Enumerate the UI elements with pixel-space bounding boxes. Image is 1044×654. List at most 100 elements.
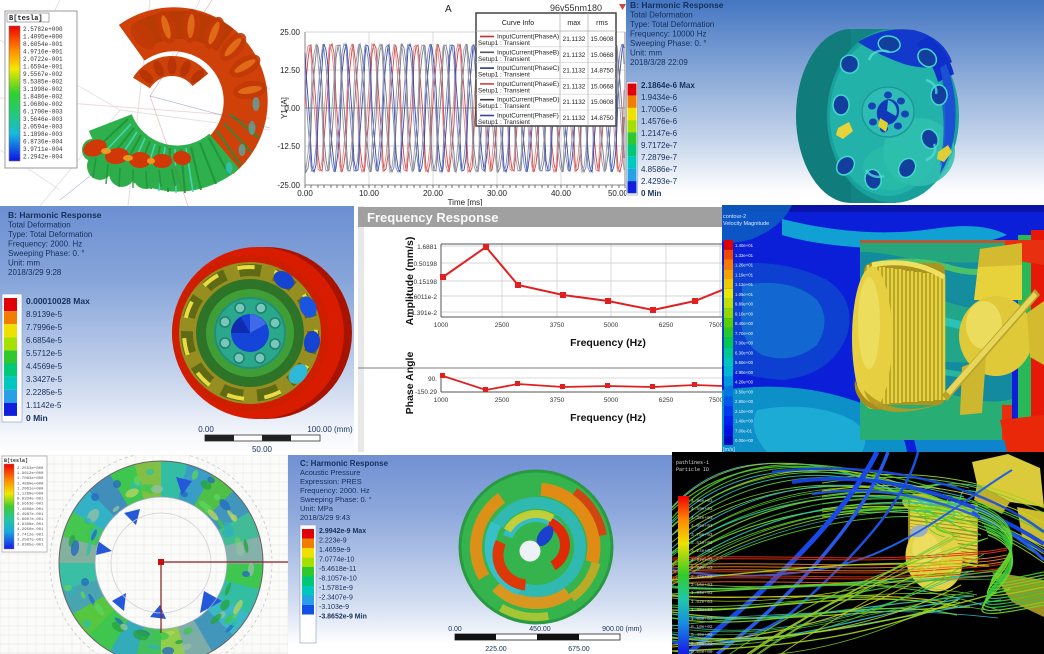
svg-text:8.5653e-001: 8.5653e-001 [17,503,44,507]
svg-text:90.: 90. [428,376,437,383]
svg-text:Frequency Response: Frequency Response [367,210,499,225]
svg-text:2.5782e+000: 2.5782e+000 [23,26,63,33]
svg-text:12.50: 12.50 [280,66,301,75]
svg-text:6250: 6250 [659,397,674,404]
svg-text:Total Deformation: Total Deformation [630,11,693,20]
svg-text:6.6854e-5: 6.6854e-5 [26,336,63,345]
svg-text:0.00: 0.00 [448,626,462,633]
svg-text:20.00: 20.00 [423,189,444,198]
svg-text:1.62e+03: 1.62e+03 [691,599,713,605]
svg-text:1.12e+01: 1.12e+01 [735,282,754,287]
svg-text:3.9711e-004: 3.9711e-004 [23,146,63,153]
svg-text:2.2285e-5: 2.2285e-5 [26,388,63,397]
svg-text:4.05e+03: 4.05e+03 [691,523,713,529]
svg-text:-25.00: -25.00 [277,181,300,190]
svg-text:1000: 1000 [434,322,449,329]
svg-text:2.43e+03: 2.43e+03 [691,574,713,580]
svg-text:6.30e+00: 6.30e+00 [735,350,754,355]
svg-text:1.2961e+000: 1.2961e+000 [17,487,44,491]
svg-text:Acoustic Pressure: Acoustic Pressure [300,468,360,477]
svg-text:1.40e+01: 1.40e+01 [735,243,754,248]
svg-text:675.00: 675.00 [568,646,590,653]
svg-text:4.8586e-7: 4.8586e-7 [641,165,678,174]
svg-text:6.8736e-004: 6.8736e-004 [23,139,63,146]
svg-text:1.89e+03: 1.89e+03 [691,590,713,596]
svg-text:0.00: 0.00 [297,189,313,198]
svg-text:Setup1 : Transient: Setup1 : Transient [478,119,530,126]
svg-text:Frequency (Hz): Frequency (Hz) [570,337,646,349]
svg-text:Sweeping Phase: 0. °: Sweeping Phase: 0. ° [8,249,85,258]
svg-text:2.70e+03: 2.70e+03 [691,565,713,571]
svg-text:Setup1 : Transient: Setup1 : Transient [478,40,530,47]
svg-text:1.19e+01: 1.19e+01 [735,272,754,277]
svg-text:21.1132: 21.1132 [563,83,586,90]
svg-text:2.1864e-6 Max: 2.1864e-6 Max [641,81,695,90]
svg-text:B: Harmonic Response: B: Harmonic Response [8,210,102,220]
svg-text:Type: Total Deformation: Type: Total Deformation [630,20,714,29]
svg-text:7.00e-01: 7.00e-01 [735,428,753,433]
svg-text:5.40e+02: 5.40e+02 [691,632,713,638]
svg-text:2.2942e-004: 2.2942e-004 [23,154,63,161]
svg-text:-1.5781e-9: -1.5781e-9 [319,585,353,592]
svg-text:Setup1 : Transient: Setup1 : Transient [478,56,530,63]
svg-text:Amplitude (mm/s): Amplitude (mm/s) [404,237,416,326]
svg-text:0 Min: 0 Min [641,189,662,198]
svg-text:3750: 3750 [550,322,565,329]
svg-text:1.4095e+000: 1.4095e+000 [23,34,63,41]
svg-text:21.1132: 21.1132 [563,52,586,59]
svg-text:2500: 2500 [495,397,510,404]
svg-text:Phase Angle: Phase Angle [404,352,416,415]
svg-text:40.00: 40.00 [551,189,572,198]
svg-text:3.24e+03: 3.24e+03 [691,548,713,554]
svg-text:Frequency: 10000 Hz: Frequency: 10000 Hz [630,30,707,39]
svg-text:1.9612e+000: 1.9612e+000 [17,472,44,476]
svg-text:3.1998e-002: 3.1998e-002 [23,86,63,93]
svg-text:Frequency: 2000. Hz: Frequency: 2000. Hz [8,240,82,249]
svg-text:1.391e-2: 1.391e-2 [411,310,437,317]
svg-text:3.5646e-003: 3.5646e-003 [23,116,63,123]
svg-text:Velocity Magnitude: Velocity Magnitude [723,221,769,227]
svg-text:Frequency (Hz): Frequency (Hz) [570,412,646,424]
svg-text:6250: 6250 [659,322,674,329]
svg-text:Setup1 : Transient: Setup1 : Transient [478,72,530,79]
svg-text:21.1132: 21.1132 [563,115,586,122]
svg-text:96v55nm180: 96v55nm180 [550,3,602,13]
svg-text:Curve Info: Curve Info [502,20,534,27]
svg-text:A: A [445,4,452,15]
svg-text:1.0680e-002: 1.0680e-002 [23,101,63,108]
svg-text:3.50e+00: 3.50e+00 [735,389,754,394]
svg-text:1.4576e-6: 1.4576e-6 [641,117,678,126]
svg-text:7500: 7500 [709,322,722,329]
svg-text:21.1132: 21.1132 [563,68,586,75]
svg-text:B: Harmonic Response: B: Harmonic Response [630,0,724,10]
svg-text:25.00: 25.00 [280,28,301,37]
svg-text:InputCurrent(PhaseC): InputCurrent(PhaseC) [497,65,560,72]
svg-text:B[tesla]: B[tesla] [4,458,28,464]
svg-text:3.2587e-001: 3.2587e-001 [17,538,44,542]
svg-text:Particle ID: Particle ID [676,467,709,473]
svg-text:5.5712e-5: 5.5712e-5 [26,349,63,358]
svg-text:50.00: 50.00 [608,189,626,198]
svg-text:contour-2: contour-2 [723,214,746,220]
svg-text:2.2553e+000: 2.2553e+000 [17,467,44,471]
svg-text:Y1 [A]: Y1 [A] [280,97,289,119]
svg-text:4.4569e-5: 4.4569e-5 [26,362,63,371]
svg-text:9.80e+00: 9.80e+00 [735,302,754,307]
svg-text:-3.8652e-9 Min: -3.8652e-9 Min [319,614,367,621]
svg-text:5000: 5000 [604,397,619,404]
svg-text:450.00: 450.00 [529,626,551,633]
svg-text:Unit: mm: Unit: mm [630,49,662,58]
svg-text:3.51e+03: 3.51e+03 [691,540,713,546]
svg-text:14.8750: 14.8750 [590,68,614,75]
svg-text:1.6594e-001: 1.6594e-001 [23,64,63,71]
svg-text:4.86e+03: 4.86e+03 [691,498,713,504]
svg-text:1.08e+03: 1.08e+03 [691,616,713,622]
svg-text:1.1142e-5: 1.1142e-5 [26,401,62,410]
svg-text:1.1289e+000: 1.1289e+000 [17,493,44,497]
svg-text:1.26e+01: 1.26e+01 [735,263,754,268]
svg-text:1.05e+01: 1.05e+01 [735,292,754,297]
svg-text:InputCurrent(PhaseF): InputCurrent(PhaseF) [497,113,559,120]
svg-text:1.6881: 1.6881 [417,244,437,251]
svg-text:15.0608: 15.0608 [590,36,614,43]
svg-text:Expression: PRES: Expression: PRES [300,477,362,486]
